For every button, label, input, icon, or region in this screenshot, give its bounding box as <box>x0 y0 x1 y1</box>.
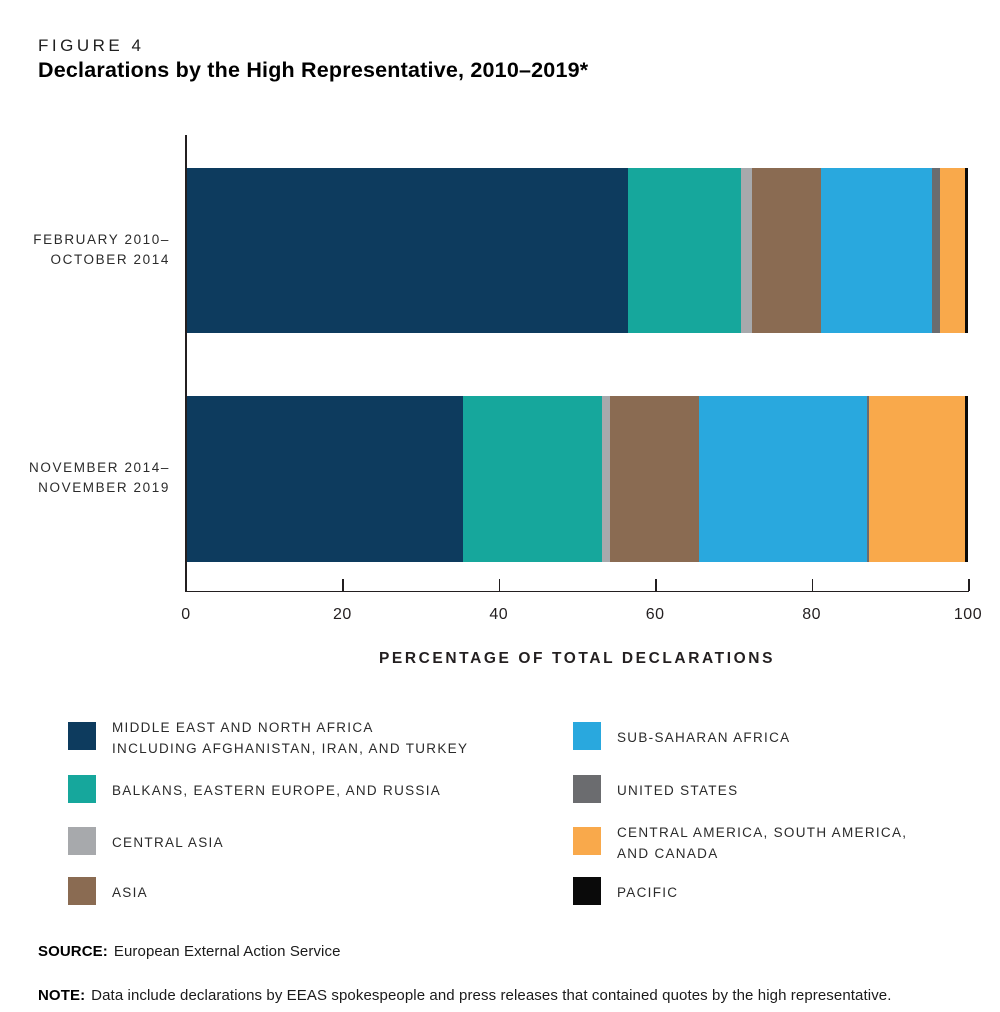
x-axis-title: PERCENTAGE OF TOTAL DECLARATIONS <box>378 650 776 667</box>
x-axis-tick-label-100: 100 <box>953 606 983 623</box>
figure-label: FIGURE 4 <box>38 36 145 55</box>
row-label-line: OCTOBER 2014 <box>50 252 170 267</box>
x-axis-tick-label-0: 0 <box>181 606 191 623</box>
bar-segment-pacific <box>964 396 969 562</box>
legend-label: UNITED STATES <box>617 780 738 801</box>
bar-segment-united-states <box>931 168 941 333</box>
x-axis-tick-label-60: 60 <box>645 606 665 623</box>
bar-segment-central-america-south-america-and-canada <box>869 396 965 562</box>
x-axis-tick-60 <box>655 579 657 591</box>
declarations-stacked-bar-chart: FEBRUARY 2010– OCTOBER 2014 NOVEMBER 2014… <box>20 135 983 667</box>
legend-label-line: UNITED STATES <box>617 783 739 798</box>
row-label-2010-2014: FEBRUARY 2010– OCTOBER 2014 <box>20 230 170 270</box>
bar-segment-central-asia <box>601 396 610 562</box>
source-text: European External Action Service <box>113 943 341 960</box>
legend-label: PACIFIC <box>617 882 678 903</box>
bar-segment-middle-east-and-north-africa-including-afghanistan-iran-and-turkey <box>186 168 629 333</box>
legend-swatch <box>573 877 601 905</box>
bar-segment-middle-east-and-north-africa-including-afghanistan-iran-and-turkey <box>186 396 463 562</box>
x-axis-tick-20 <box>342 579 344 591</box>
bar-segment-asia <box>751 168 822 333</box>
bar-segment-sub-saharan-africa <box>699 396 867 562</box>
note-label: NOTE: <box>38 987 86 1004</box>
legend-swatch <box>573 722 601 750</box>
row-label-2014-2019: NOVEMBER 2014– NOVEMBER 2019 <box>20 458 170 498</box>
legend-label-line: CENTRAL ASIA <box>112 835 224 850</box>
legend-label-line: CENTRAL AMERICA, SOUTH AMERICA, <box>617 825 908 840</box>
note-text: Data include declarations by EEAS spokes… <box>91 987 892 1004</box>
bar-segment-sub-saharan-africa <box>821 168 932 333</box>
x-axis-tick-label-40: 40 <box>489 606 509 623</box>
bar-segment-pacific <box>965 168 969 333</box>
legend-label-line: ASIA <box>112 885 148 900</box>
bar-segment-balkans-eastern-europe-and-russia <box>628 168 741 333</box>
legend-label: BALKANS, EASTERN EUROPE, AND RUSSIA <box>112 780 441 801</box>
figure-title: Declarations by the High Representative,… <box>38 58 589 82</box>
legend-label: CENTRAL AMERICA, SOUTH AMERICA, AND CANAD… <box>617 822 907 864</box>
row-label-line: NOVEMBER 2014– <box>29 460 170 475</box>
legend-label-line: SUB-SAHARAN AFRICA <box>617 730 791 745</box>
x-axis-tick-80 <box>811 579 814 591</box>
bar-segment-central-asia <box>740 168 752 333</box>
legend-swatch <box>68 775 96 803</box>
bar-segment-asia <box>609 396 700 562</box>
bar-segment-balkans-eastern-europe-and-russia <box>462 396 602 562</box>
source-label: SOURCE: <box>38 943 108 960</box>
legend-swatch <box>573 775 601 803</box>
legend-swatch <box>68 722 96 750</box>
chart-legend: MIDDLE EAST AND NORTH AFRICA INCLUDING AF… <box>0 700 1000 915</box>
legend-label: CENTRAL ASIA <box>112 832 224 853</box>
row-label-line: FEBRUARY 2010– <box>33 232 170 247</box>
bar-nov2014-nov2019 <box>186 396 969 562</box>
x-axis-tick-label-80: 80 <box>802 606 821 623</box>
legend-label: ASIA <box>112 882 148 903</box>
x-axis-line <box>185 590 969 592</box>
legend-swatch <box>68 827 96 855</box>
x-axis-tick-100 <box>968 579 970 591</box>
bar-segment-central-america-south-america-and-canada <box>940 168 966 333</box>
legend-label-line: PACIFIC <box>617 885 679 900</box>
legend-label: SUB-SAHARAN AFRICA <box>617 727 790 748</box>
note-line: NOTE: Data include declarations by EEAS s… <box>38 987 980 1004</box>
x-axis-tick-label-20: 20 <box>332 606 352 623</box>
bar-segment-united-states <box>866 396 870 562</box>
bar-feb2010-oct2014 <box>186 168 969 333</box>
legend-swatch <box>68 877 96 905</box>
legend-label-line: INCLUDING AFGHANISTAN, IRAN, AND TURKEY <box>112 741 469 756</box>
x-axis-tick-40 <box>498 579 501 591</box>
source-line: SOURCE: European External Action Service <box>38 943 980 960</box>
legend-label-line: MIDDLE EAST AND NORTH AFRICA <box>112 720 374 735</box>
row-label-line: NOVEMBER 2019 <box>38 480 170 495</box>
legend-label-line: BALKANS, EASTERN EUROPE, AND RUSSIA <box>112 783 442 798</box>
legend-label: MIDDLE EAST AND NORTH AFRICA INCLUDING AF… <box>112 717 468 759</box>
y-axis-line <box>185 135 187 592</box>
legend-label-line: AND CANADA <box>617 846 719 861</box>
legend-swatch <box>573 827 601 855</box>
